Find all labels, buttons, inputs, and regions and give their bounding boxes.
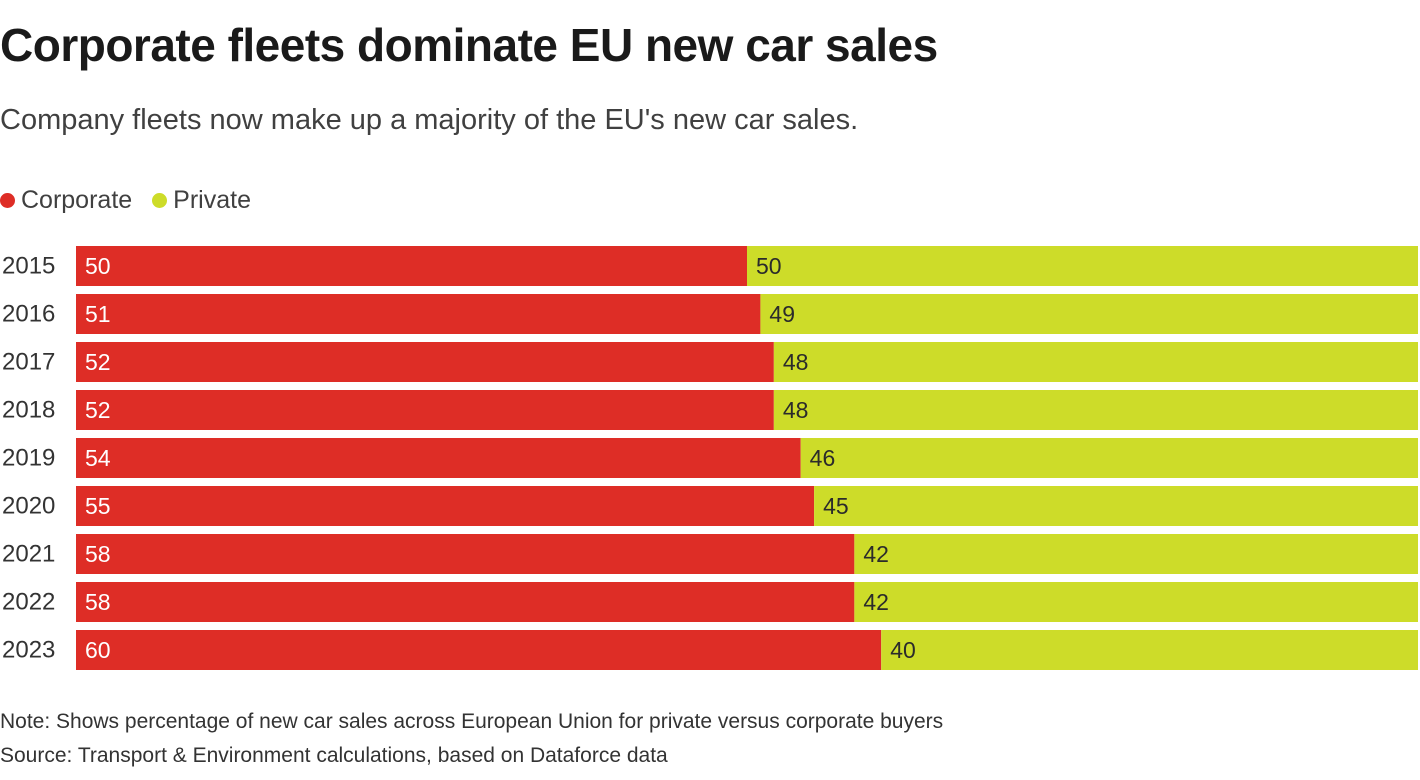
data-label-private: 46 — [810, 445, 836, 471]
legend-item-corporate: Corporate — [0, 186, 132, 215]
bar-corporate — [76, 438, 801, 478]
category-label: 2020 — [2, 493, 55, 520]
bar-private — [760, 294, 1418, 334]
data-label-corporate: 58 — [85, 589, 111, 615]
chart-title: Corporate fleets dominate EU new car sal… — [0, 19, 938, 71]
bar-private — [881, 630, 1418, 670]
data-label-private: 42 — [863, 589, 889, 615]
category-label: 2022 — [2, 589, 55, 616]
data-label-corporate: 52 — [85, 349, 111, 375]
data-label-private: 50 — [756, 253, 782, 279]
chart-source: Source: Transport & Environment calculat… — [0, 744, 668, 767]
category-label: 2016 — [2, 301, 55, 328]
legend-swatch-corporate — [0, 193, 15, 208]
legend: Corporate Private — [0, 186, 271, 215]
bar-private — [800, 438, 1418, 478]
data-label-corporate: 50 — [85, 253, 111, 279]
data-label-private: 48 — [783, 397, 809, 423]
legend-swatch-private — [152, 193, 168, 208]
bar-private — [773, 342, 1418, 382]
data-label-private: 49 — [769, 301, 795, 327]
data-label-corporate: 60 — [85, 637, 111, 663]
category-label: 2019 — [2, 445, 55, 472]
bar-private — [773, 390, 1418, 430]
data-label-corporate: 51 — [85, 301, 111, 327]
bar-chart: 2015 50 50 2016 51 49 2017 52 48 2018 52 48 2019 54 46… — [2, 246, 1418, 670]
legend-item-private: Private — [152, 186, 251, 215]
data-label-private: 42 — [863, 541, 889, 567]
legend-label-corporate: Corporate — [21, 186, 133, 214]
bar-corporate — [76, 246, 747, 286]
bar-private — [814, 486, 1418, 526]
data-label-corporate: 52 — [85, 397, 111, 423]
bar-corporate — [76, 390, 774, 430]
bar-corporate — [76, 534, 855, 574]
data-label-private: 48 — [783, 349, 809, 375]
category-label: 2023 — [2, 637, 55, 664]
bar-private — [747, 246, 1418, 286]
chart-subtitle: Company fleets now make up a majority of… — [0, 104, 859, 136]
category-label: 2017 — [2, 349, 55, 376]
data-label-private: 45 — [823, 493, 849, 519]
bar-corporate — [76, 582, 855, 622]
category-label: 2018 — [2, 397, 55, 424]
data-label-corporate: 58 — [85, 541, 111, 567]
chart-note: Note: Shows percentage of new car sales … — [0, 710, 944, 733]
data-label-corporate: 55 — [85, 493, 111, 519]
category-label: 2021 — [2, 541, 55, 568]
data-label-corporate: 54 — [85, 445, 111, 471]
bar-private — [854, 534, 1418, 574]
data-label-private: 40 — [890, 637, 916, 663]
bar-private — [854, 582, 1418, 622]
category-label: 2015 — [2, 253, 55, 280]
bar-corporate — [76, 294, 761, 334]
bar-corporate — [76, 486, 815, 526]
bar-corporate — [76, 342, 774, 382]
bar-corporate — [76, 630, 882, 670]
legend-label-private: Private — [173, 186, 251, 214]
